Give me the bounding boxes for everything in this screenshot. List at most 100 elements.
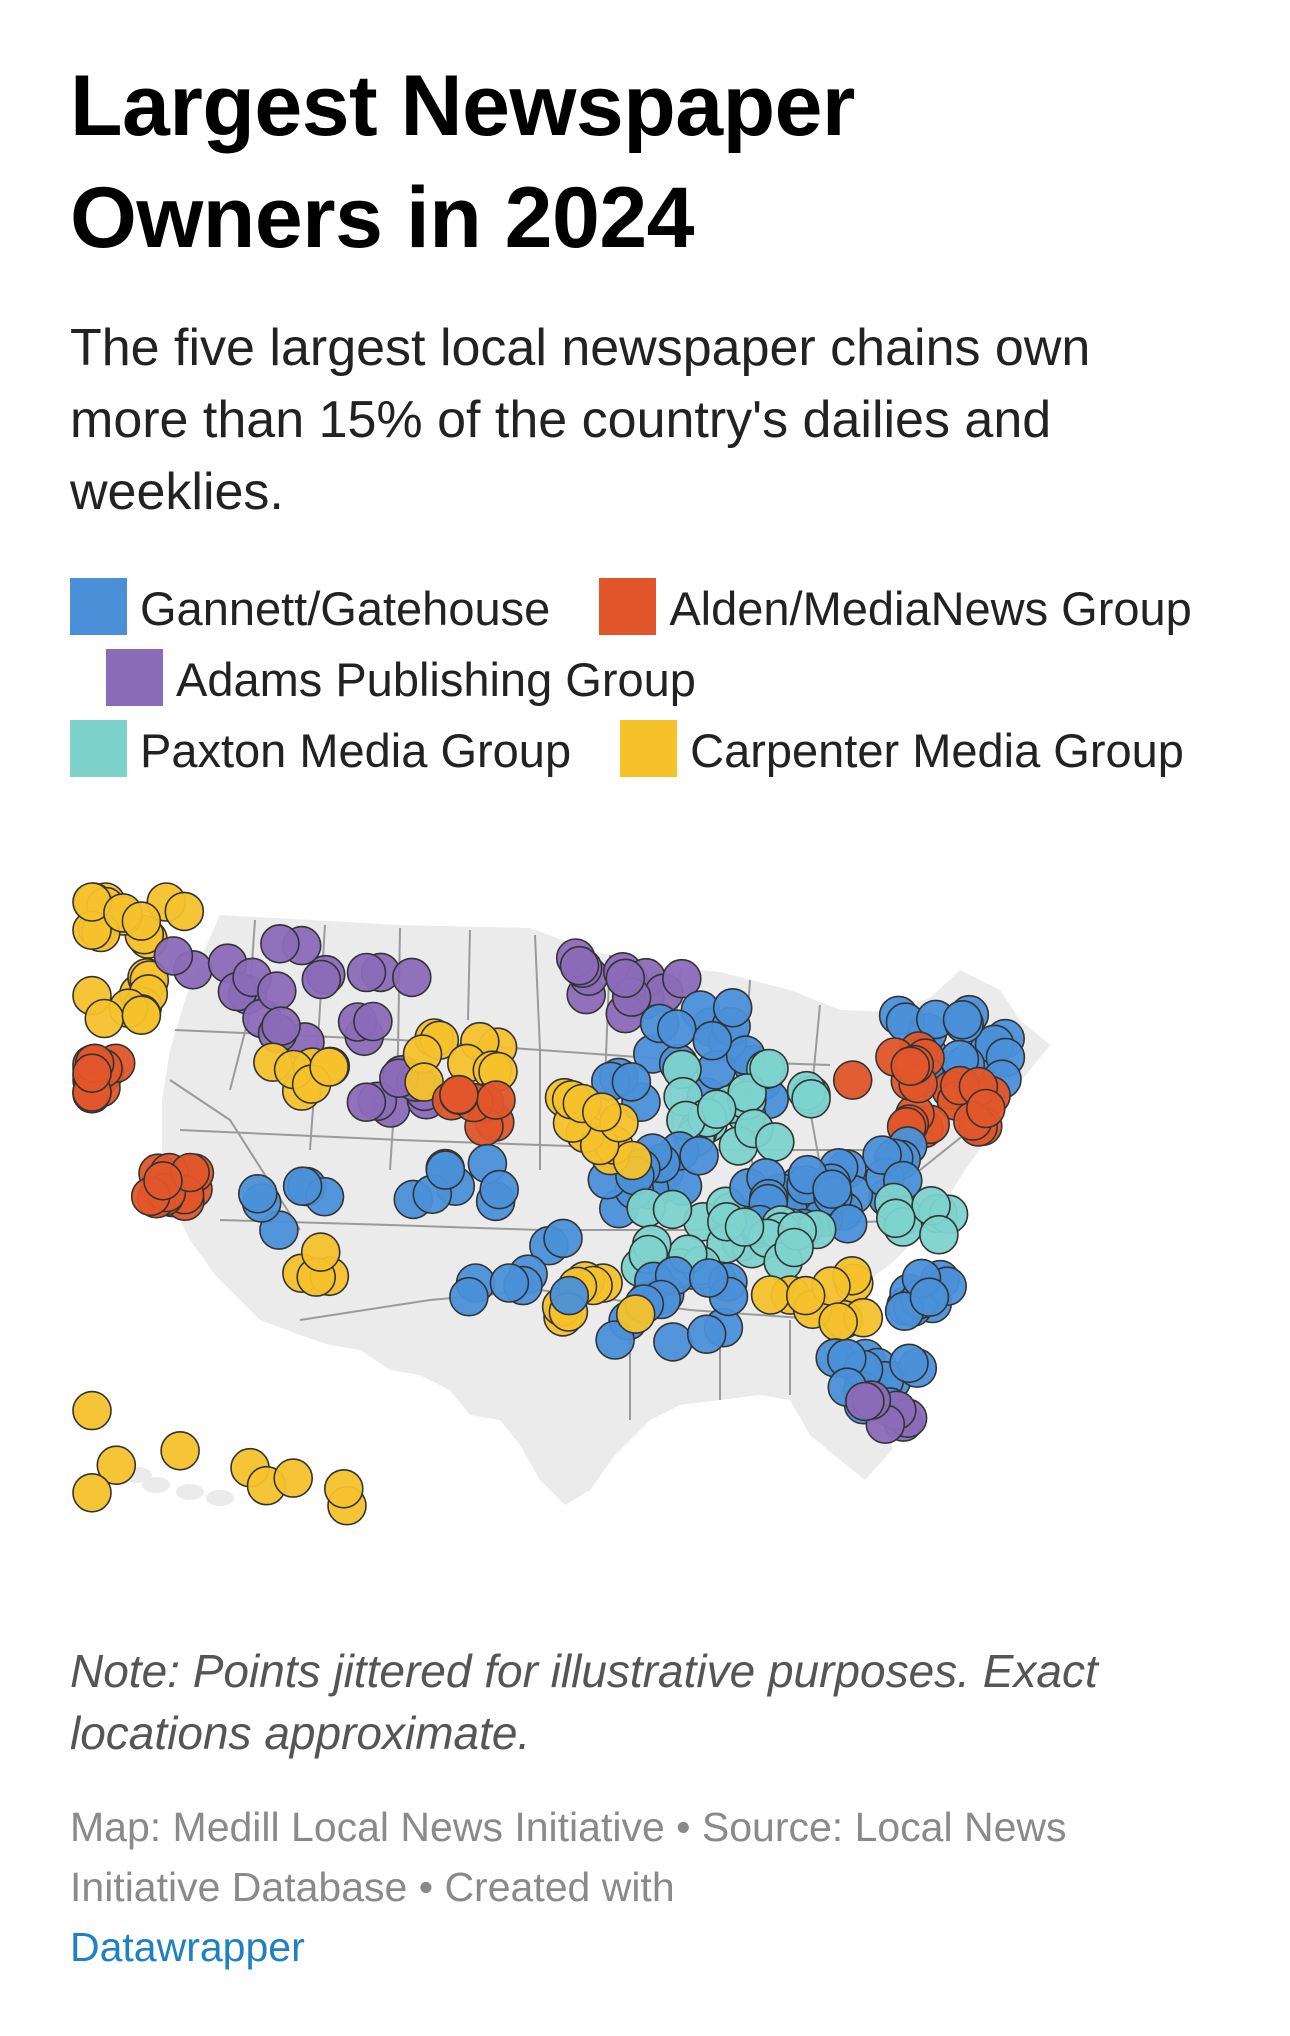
legend-item-alden: Alden/MediaNews Group: [563, 578, 1192, 635]
footer-separator: •: [664, 1804, 702, 1850]
newspaper-marker: [774, 1227, 814, 1268]
newspaper-marker: [661, 958, 702, 999]
newspaper-marker: [121, 901, 162, 941]
newspaper-marker: [686, 1314, 727, 1355]
newspaper-marker: [439, 1074, 479, 1115]
newspaper-marker: [476, 1080, 516, 1120]
footer-separator: •: [407, 1864, 445, 1910]
newspaper-marker: [260, 923, 300, 964]
newspaper-marker: [543, 1218, 583, 1259]
newspaper-marker: [909, 1277, 950, 1318]
legend-swatch: [620, 720, 678, 777]
newspaper-marker: [353, 1001, 393, 1042]
newspaper-marker: [164, 891, 205, 932]
page-title: Largest Newspaper Owners in 2024: [70, 58, 855, 266]
chart-note: Note: Points jittered for illustrative p…: [70, 1645, 1098, 1759]
created-with: Created with: [444, 1864, 675, 1910]
newspaper-marker: [257, 971, 297, 1011]
newspaper-marker: [749, 1048, 789, 1089]
newspaper-marker: [282, 1166, 323, 1207]
newspaper-marker: [890, 1046, 931, 1086]
newspaper-marker: [785, 1275, 826, 1316]
newspaper-marker: [96, 1445, 137, 1486]
legend-label: Adams Publishing Group: [176, 653, 696, 706]
newspaper-marker: [965, 1088, 1006, 1129]
source-credit: Source: Local News Initiative Database: [70, 1804, 1067, 1910]
legend-swatch: [70, 578, 127, 635]
legend-swatch: [106, 649, 163, 706]
newspaper-marker: [391, 957, 432, 998]
legend-label: Paxton Media Group: [140, 724, 572, 777]
newspaper-marker: [72, 1390, 112, 1431]
newspaper-marker: [724, 1207, 765, 1247]
newspaper-marker: [323, 1468, 364, 1509]
newspaper-marker: [489, 1263, 530, 1303]
legend-item-carpenter: Carpenter Media Group: [584, 720, 1184, 777]
newspaper-marker: [559, 945, 600, 986]
newspaper-marker: [346, 952, 387, 993]
legend-item-gannett: Gannett/Gatehouse: [70, 578, 551, 635]
legend-swatch: [70, 720, 127, 777]
newspaper-marker: [153, 936, 194, 976]
legend-swatch: [599, 578, 657, 635]
newspaper-marker: [653, 1322, 693, 1362]
newspaper-marker: [754, 1122, 795, 1162]
newspaper-marker: [404, 1062, 444, 1102]
newspaper-marker: [309, 1047, 349, 1087]
newspaper-marker: [818, 1302, 859, 1342]
footer: Map: Medill Local News Initiative • Sour…: [70, 1797, 1150, 1977]
newspaper-marker: [832, 1060, 873, 1100]
legend-label: Gannett/Gatehouse: [140, 582, 551, 635]
hawaii-island: [206, 1490, 234, 1506]
newspaper-marker: [656, 1009, 697, 1049]
newspaper-marker: [72, 1053, 112, 1093]
newspaper-marker: [238, 1173, 278, 1214]
newspaper-marker: [679, 1135, 719, 1176]
legend-item-adams: Adams Publishing Group: [70, 649, 696, 706]
newspaper-marker: [300, 1232, 341, 1272]
subtitle: The five largest local newspaper chains …: [70, 319, 1091, 521]
newspaper-marker: [346, 1082, 387, 1122]
newspaper-marker: [889, 1343, 929, 1384]
newspaper-marker: [615, 1294, 656, 1334]
datawrapper-link[interactable]: Datawrapper: [70, 1924, 305, 1970]
newspaper-marker: [942, 1000, 983, 1040]
newspaper-marker: [712, 988, 753, 1028]
state-border-line: [467, 929, 471, 1021]
newspaper-marker: [611, 1062, 652, 1102]
newspaper-marker: [875, 1198, 916, 1239]
legend-label: Alden/MediaNews Group: [669, 582, 1192, 635]
newspaper-marker: [696, 1089, 737, 1129]
newspaper-marker: [791, 1079, 831, 1119]
newspaper-marker: [273, 1458, 313, 1498]
newspaper-marker: [812, 1169, 852, 1210]
newspaper-marker: [84, 998, 125, 1039]
newspaper-marker: [581, 1092, 622, 1132]
newspaper-markers: [72, 882, 1026, 1526]
legend-item-paxton: Paxton Media Group: [70, 720, 572, 777]
legend: Gannett/Gatehouse Alden/MediaNews Group …: [70, 573, 1200, 786]
newspaper-marker: [692, 1020, 733, 1061]
newspaper-marker: [750, 1275, 791, 1315]
legend-label: Carpenter Media Group: [690, 724, 1184, 777]
newspaper-marker: [605, 958, 646, 999]
newspaper-marker: [301, 959, 342, 1000]
newspaper-marker: [425, 1150, 466, 1190]
newspaper-marker: [549, 1275, 590, 1316]
newspaper-marker: [919, 1214, 959, 1255]
newspaper-marker: [143, 1160, 183, 1201]
newspaper-marker: [845, 1381, 885, 1422]
hawaii-island: [142, 1477, 170, 1493]
map-credit: Map: Medill Local News Initiative: [70, 1804, 665, 1850]
newspaper-marker: [479, 1169, 520, 1210]
newspaper-marker: [121, 995, 162, 1035]
newspaper-marker: [612, 1140, 653, 1181]
newspaper-marker: [261, 1006, 301, 1046]
newspaper-marker: [160, 1430, 200, 1471]
newspaper-marker: [652, 1189, 693, 1230]
us-map: [72, 882, 1050, 1526]
newspaper-marker: [72, 1472, 112, 1513]
newspaper-marker: [449, 1276, 489, 1317]
hawaii-island: [176, 1484, 204, 1500]
newspaper-marker: [688, 1258, 729, 1298]
